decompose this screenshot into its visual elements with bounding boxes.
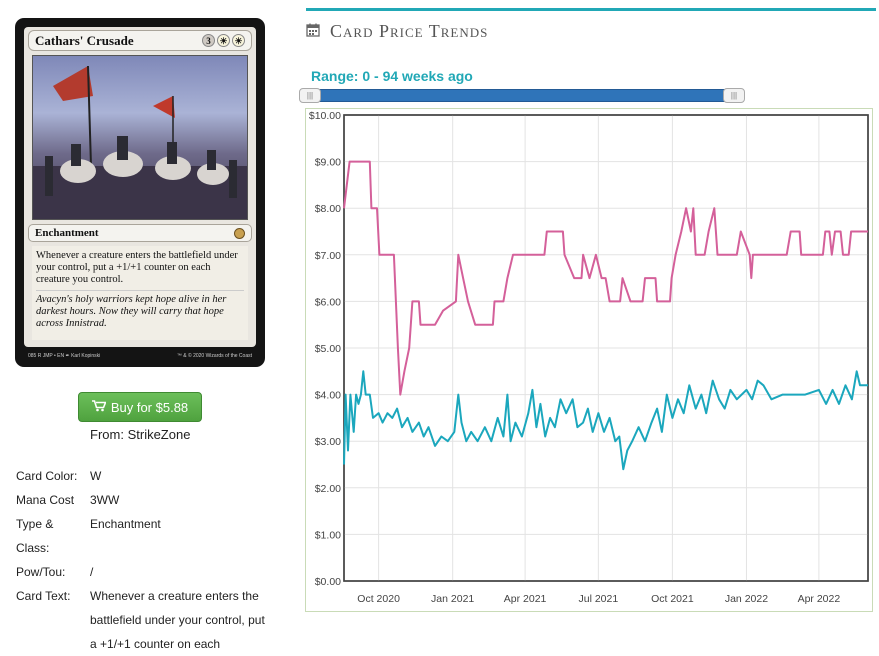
- card-name: Cathars' Crusade: [35, 32, 134, 48]
- info-value: Whenever a creature enters the battlefie…: [90, 589, 265, 651]
- buy-button-label: Buy for $5.88: [110, 399, 189, 415]
- y-tick-label: $8.00: [315, 203, 341, 215]
- info-value: /: [90, 565, 94, 579]
- mana-symbol-generic: 3: [202, 34, 215, 47]
- y-tick-label: $9.00: [315, 157, 341, 169]
- y-tick-label: $6.00: [315, 296, 341, 308]
- y-tick-label: $2.00: [315, 483, 341, 495]
- cart-icon: [91, 399, 107, 415]
- calendar-icon: [306, 21, 320, 42]
- info-label: Type & Class:: [16, 517, 54, 555]
- card-rules-text: Whenever a creature enters the battlefie…: [36, 250, 238, 285]
- card-image: Cathars' Crusade 3 ☀ ☀: [15, 18, 265, 367]
- vendor-line: From: StrikeZone: [90, 427, 190, 442]
- card-info-table: Card Color: W Mana Cost 3WW Type & Class…: [16, 464, 270, 656]
- x-tick-label: Jan 2022: [725, 593, 768, 605]
- info-row: Pow/Tou: /: [16, 560, 270, 584]
- section-divider: [306, 8, 876, 11]
- y-tick-label: $10.00: [309, 110, 341, 122]
- info-value: W: [90, 469, 102, 483]
- info-row: Mana Cost 3WW: [16, 488, 270, 512]
- mana-cost-symbols: 3 ☀ ☀: [202, 34, 245, 47]
- card-footer: 085 R JMP • EN ✒ Karl Kopinski ™ & © 202…: [28, 353, 252, 359]
- range-label: Range: 0 - 94 weeks ago: [311, 68, 473, 84]
- card-title-bar: Cathars' Crusade 3 ☀ ☀: [28, 30, 252, 51]
- range-slider-min-handle[interactable]: |||: [299, 88, 321, 103]
- vendor-name: StrikeZone: [127, 427, 191, 442]
- price-series-line-1: [343, 160, 868, 396]
- y-tick-label: $5.00: [315, 343, 341, 355]
- card-art: [32, 55, 248, 220]
- y-tick-label: $7.00: [315, 250, 341, 262]
- buy-button[interactable]: Buy for $5.88: [78, 392, 202, 422]
- range-slider-max-handle[interactable]: |||: [723, 88, 745, 103]
- info-label: Mana Cost: [16, 493, 75, 507]
- plot-border: [343, 114, 869, 582]
- info-label: Card Text:: [16, 589, 71, 603]
- set-symbol-icon: [234, 227, 245, 239]
- section-title: Card Price Trends: [330, 21, 489, 41]
- x-tick-label: Jan 2021: [431, 593, 474, 605]
- x-tick-label: Jul 2021: [579, 593, 619, 605]
- card-type-text: Enchantment: [35, 227, 99, 239]
- info-row: Card Color: W: [16, 464, 270, 488]
- x-tick-label: Oct 2021: [651, 593, 694, 605]
- mana-symbol-white: ☀: [232, 34, 245, 47]
- card-type-line: Enchantment: [28, 224, 252, 242]
- vendor-label: From:: [90, 427, 124, 442]
- y-tick-label: $4.00: [315, 390, 341, 402]
- card-footer-right: ™ & © 2020 Wizards of the Coast: [176, 353, 252, 359]
- card-art-illustration: [33, 65, 247, 219]
- price-series-line-2: [343, 370, 868, 471]
- range-slider[interactable]: ||| |||: [299, 88, 745, 103]
- info-label: Card Color:: [16, 469, 78, 483]
- x-tick-label: Apr 2021: [504, 593, 547, 605]
- price-trend-chart: $0.00 $1.00 $2.00 $3.00 $4.00 $5.00 $6.00 $7.00…: [305, 108, 873, 612]
- x-tick-label: Oct 2020: [357, 593, 400, 605]
- x-tick-label: Apr 2022: [798, 593, 841, 605]
- info-row: Type & Class: Enchantment: [16, 512, 270, 560]
- card-footer-left: 085 R JMP • EN ✒ Karl Kopinski: [28, 353, 101, 359]
- card-text-box: Whenever a creature enters the battlefie…: [32, 246, 248, 340]
- info-value: Enchantment: [90, 517, 161, 531]
- info-row: Card Text: Whenever a creature enters th…: [16, 584, 270, 656]
- info-label: Pow/Tou:: [16, 565, 66, 579]
- info-value: 3WW: [90, 493, 120, 507]
- card-frame: Cathars' Crusade 3 ☀ ☀: [24, 27, 256, 359]
- price-trend-chart-svg: $0.00 $1.00 $2.00 $3.00 $4.00 $5.00 $6.00 $7.00…: [309, 110, 869, 605]
- mana-symbol-white: ☀: [217, 34, 230, 47]
- y-tick-label: $3.00: [315, 436, 341, 448]
- section-heading: Card Price Trends: [306, 21, 488, 42]
- card-flavor-text: Avacyn's holy warriors kept hope alive i…: [36, 290, 244, 330]
- y-tick-label: $1.00: [315, 529, 341, 541]
- y-tick-label: $0.00: [315, 576, 341, 588]
